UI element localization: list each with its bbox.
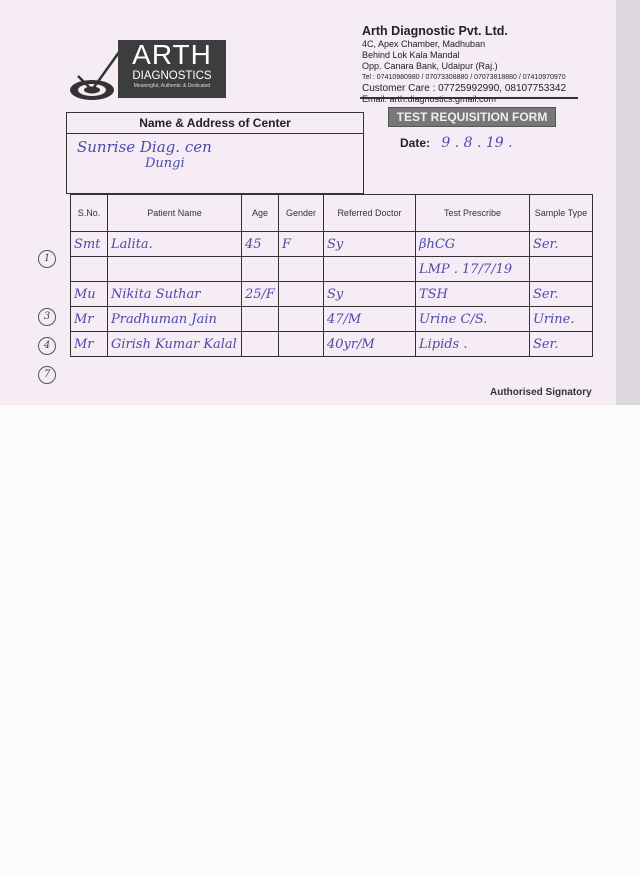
authorised-signatory: Authorised Signatory <box>490 387 592 398</box>
table-cell: Lipids . <box>414 331 530 357</box>
table-cell: 40yr/M <box>322 331 416 357</box>
table-cell <box>277 306 324 332</box>
date-label: Date: <box>400 136 431 150</box>
address-line: 4C, Apex Chamber, Madhuban <box>362 39 486 49</box>
table-cell: 47/M <box>322 306 416 332</box>
table-cell: Girish Kumar Kalal <box>107 331 242 357</box>
tel: Tel : 07410980980 / 07073308880 / 070738… <box>362 74 566 81</box>
scan-edge <box>616 0 640 405</box>
table-cell <box>277 331 324 357</box>
center-name: Sunrise Diag. cen <box>77 138 212 156</box>
col-header: Age <box>241 194 279 232</box>
table-cell: Urine C/S. <box>414 306 530 332</box>
table-cell: Sy <box>322 231 416 257</box>
table-cell: LMP . 17/7/19 <box>414 256 530 282</box>
table-cell: Ser. <box>528 231 593 257</box>
logo-brand: ARTH <box>132 39 212 70</box>
table-cell: Pradhuman Jain <box>107 306 242 332</box>
table-cell: Ser. <box>528 281 593 307</box>
table-cell: βhCG <box>414 231 530 257</box>
table-row: Mr Pradhuman Jain 47/M Urine C/S. Urine. <box>70 306 593 332</box>
table-cell <box>241 256 279 282</box>
table-cell <box>241 306 279 332</box>
row-number-mark: 1 <box>38 250 56 268</box>
table-cell: 25/F <box>241 281 279 307</box>
patient-table: S.No. Patient Name Age Gender Referred D… <box>70 194 593 357</box>
table-cell: Urine. <box>528 306 593 332</box>
table-cell: Lalita. <box>107 231 242 257</box>
table-row: Mr Girish Kumar Kalal 40yr/M Lipids . Ser. <box>70 331 593 357</box>
table-cell: 45 <box>241 231 279 257</box>
table-cell <box>277 256 324 282</box>
table-cell: Mr <box>70 306 108 332</box>
center-box: Name & Address of Center Sunrise Diag. c… <box>66 112 364 194</box>
table-cell <box>322 256 416 282</box>
table-cell: Nikita Suthar <box>107 281 242 307</box>
company-name: Arth Diagnostic Pvt. Ltd. <box>362 24 508 38</box>
table-row: Smt Lalita. 45 F Sy βhCG Ser. <box>70 231 593 257</box>
table-cell <box>241 331 279 357</box>
date-value: 9 . 8 . 19 . <box>441 135 513 151</box>
table-header: S.No. Patient Name Age Gender Referred D… <box>70 194 593 232</box>
logo-sub: DIAGNOSTICS <box>132 70 212 82</box>
blank-area <box>0 405 640 876</box>
address-line: Opp. Canara Bank, Udaipur (Raj.) <box>362 61 498 71</box>
col-header: Referred Doctor <box>322 194 416 232</box>
table-cell <box>528 256 593 282</box>
table-cell: Ser. <box>528 331 593 357</box>
center-label: Name & Address of Center <box>67 113 363 134</box>
table-cell: F <box>277 231 324 257</box>
table-cell <box>70 256 108 282</box>
logo: ARTH DIAGNOSTICS Meaningful, Authentic &… <box>118 40 226 98</box>
col-header: Sample Type <box>528 194 593 232</box>
logo-tagline: Meaningful, Authentic & Dedicated <box>133 83 211 89</box>
table-cell: TSH <box>414 281 530 307</box>
company-info: Arth Diagnostic Pvt. Ltd. 4C, Apex Chamb… <box>362 24 566 105</box>
col-header: Gender <box>277 194 324 232</box>
divider <box>360 97 578 99</box>
row-number-mark: 3 <box>38 308 56 326</box>
row-number-mark: 7 <box>38 366 56 384</box>
email: Email: arth.diagnostics.gmail.com <box>362 94 497 104</box>
table-cell: Smt <box>70 231 108 257</box>
table-row: Mu Nikita Suthar 25/F Sy TSH Ser. <box>70 281 593 307</box>
table-cell: Sy <box>322 281 416 307</box>
table-row: LMP . 17/7/19 <box>70 256 593 282</box>
form-title: TEST REQUISITION FORM <box>388 107 556 127</box>
date-field: Date: 9 . 8 . 19 . <box>400 135 513 151</box>
target-logo-icon <box>70 47 124 100</box>
customer-care: Customer Care : 07725992990, 08107753342 <box>362 83 567 94</box>
col-header: S.No. <box>70 194 108 232</box>
table-cell: Mu <box>70 281 108 307</box>
row-number-mark: 4 <box>38 337 56 355</box>
col-header: Test Prescribe <box>414 194 530 232</box>
table-cell: Mr <box>70 331 108 357</box>
col-header: Patient Name <box>107 194 242 232</box>
table-cell <box>107 256 242 282</box>
center-place: Dungi <box>145 156 185 171</box>
address-line: Behind Lok Kala Mandal <box>362 50 460 60</box>
table-cell <box>277 281 324 307</box>
